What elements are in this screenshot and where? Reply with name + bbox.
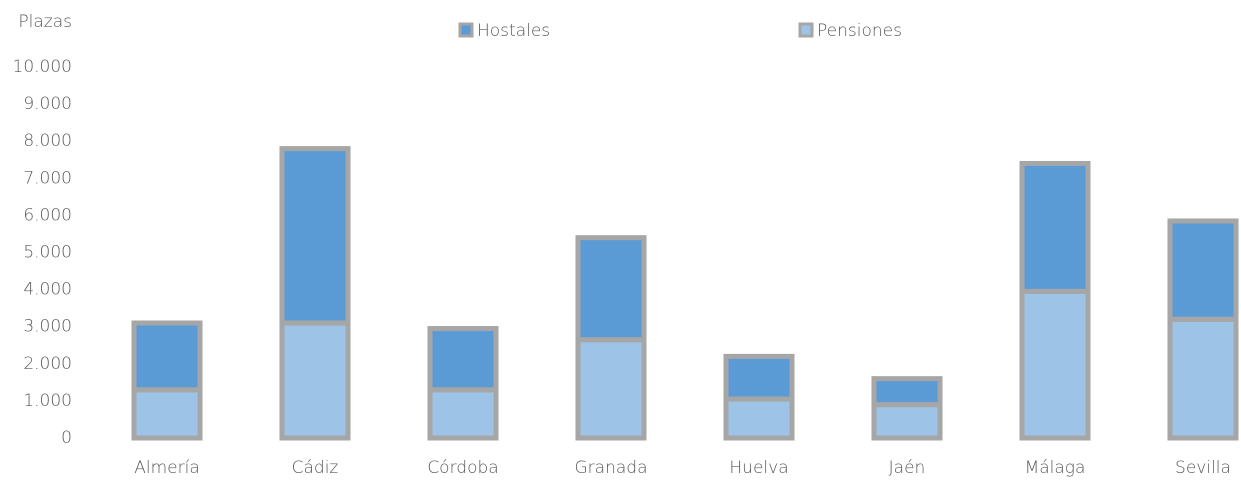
y-tick-label: 2.000 bbox=[23, 354, 72, 374]
x-tick-label: Jaén bbox=[889, 458, 926, 478]
bar-segment bbox=[871, 376, 943, 408]
x-tick-label: Cádiz bbox=[292, 458, 339, 478]
bar-segment bbox=[1167, 316, 1239, 441]
legend-swatch bbox=[798, 22, 814, 38]
x-tick-label: Sevilla bbox=[1175, 458, 1231, 478]
legend-label: Hostales bbox=[477, 21, 550, 41]
y-tick-label: 0 bbox=[61, 428, 72, 448]
y-tick-label: 6.000 bbox=[23, 205, 72, 225]
bar-segment bbox=[427, 387, 499, 441]
bar-segment bbox=[1167, 218, 1239, 322]
bar-segment bbox=[575, 235, 647, 343]
bar-segment bbox=[871, 402, 943, 441]
x-tick-label: Málaga bbox=[1025, 458, 1086, 478]
bar-segment bbox=[279, 146, 351, 326]
bar-segment bbox=[427, 326, 499, 393]
y-tick-label: 5.000 bbox=[23, 243, 72, 263]
x-tick-label: Córdoba bbox=[427, 458, 498, 478]
y-tick-label: 4.000 bbox=[23, 280, 72, 300]
legend-swatch bbox=[458, 22, 474, 38]
bar-segment bbox=[279, 320, 351, 441]
bar-segment bbox=[1019, 160, 1091, 294]
x-tick-label: Granada bbox=[575, 458, 648, 478]
y-tick-label: 1.000 bbox=[23, 391, 72, 411]
bar-segment bbox=[723, 353, 795, 402]
y-axis-label: Plazas bbox=[18, 12, 72, 32]
bar-segment bbox=[575, 337, 647, 441]
y-tick-label: 3.000 bbox=[23, 317, 72, 337]
y-tick-label: 10.000 bbox=[13, 57, 72, 77]
bar-segment bbox=[131, 387, 203, 441]
bar-segment bbox=[1019, 288, 1091, 441]
bar-segment bbox=[131, 320, 203, 393]
x-tick-label: Almería bbox=[134, 458, 200, 478]
y-tick-label: 9.000 bbox=[23, 94, 72, 114]
legend-label: Pensiones bbox=[817, 21, 902, 41]
y-tick-label: 7.000 bbox=[23, 168, 72, 188]
y-tick-label: 8.000 bbox=[23, 131, 72, 151]
x-tick-label: Huelva bbox=[729, 458, 788, 478]
bar-segment bbox=[723, 396, 795, 441]
